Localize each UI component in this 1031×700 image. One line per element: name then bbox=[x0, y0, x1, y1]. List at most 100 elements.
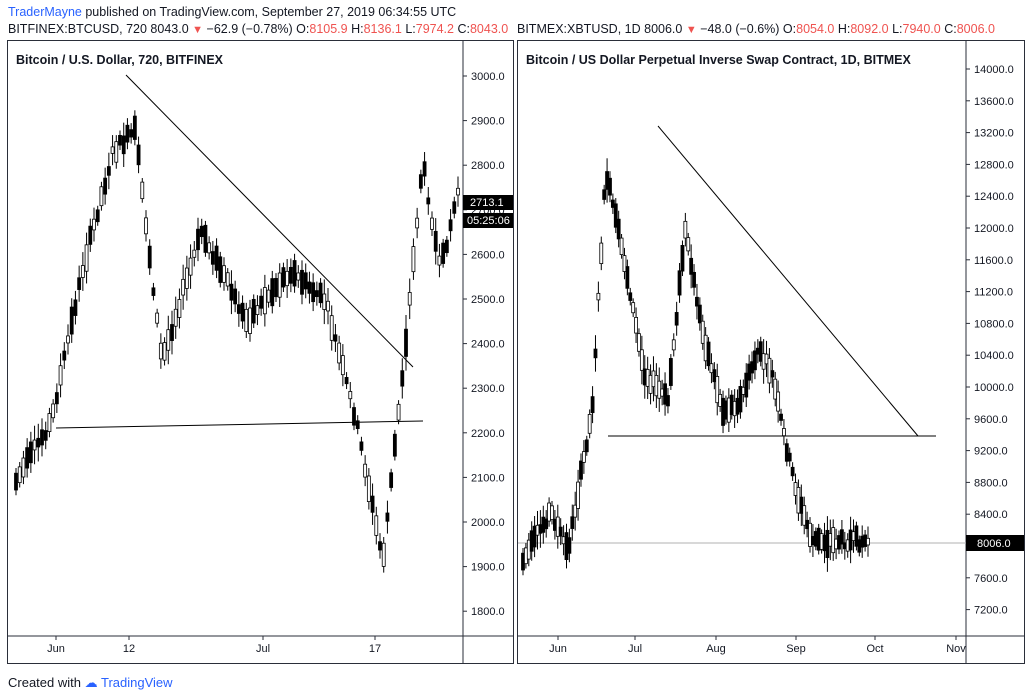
x-tick-label: Jul bbox=[628, 643, 642, 655]
candle-body bbox=[77, 277, 82, 290]
y-tick-label: 2600.0 bbox=[471, 249, 505, 261]
y-tick-label: 1800.0 bbox=[471, 606, 505, 618]
right-y-axis: 14000.0 13600.0 13200.0 12800.0 12400.0 12000… bbox=[966, 64, 1014, 617]
candle-body bbox=[668, 358, 673, 386]
y-tick-label: 2200.0 bbox=[471, 428, 505, 440]
candle-body bbox=[430, 217, 434, 230]
left-change: −62.9 (−0.78%) bbox=[206, 22, 293, 36]
candle-body bbox=[73, 299, 78, 316]
x-tick-label: Jul bbox=[256, 643, 270, 655]
candle-body bbox=[866, 537, 870, 546]
y-tick-label: 8800.0 bbox=[974, 477, 1008, 489]
candle-body bbox=[277, 272, 282, 298]
right-last-price: 8006.0 bbox=[644, 22, 683, 36]
left-chart-panel[interactable]: Bitcoin / U.S. Dollar, 720, BITFINEX 300… bbox=[7, 40, 514, 664]
candle-body bbox=[744, 372, 749, 398]
right-chart-panel[interactable]: Bitcoin / US Dollar Perpetual Inverse Sw… bbox=[517, 40, 1025, 664]
candle-body bbox=[54, 392, 59, 405]
right-descending-trendline[interactable] bbox=[657, 125, 919, 437]
candle-body bbox=[570, 516, 575, 529]
candle-body bbox=[147, 245, 152, 269]
candle-body bbox=[352, 407, 356, 426]
candle-body bbox=[129, 129, 134, 138]
candle-body bbox=[706, 341, 711, 367]
candle-body bbox=[84, 244, 89, 272]
candle-body bbox=[567, 537, 572, 554]
created-with-text: Created with bbox=[8, 675, 81, 690]
candle-body bbox=[631, 302, 636, 314]
candle-body bbox=[151, 287, 156, 296]
candle-body bbox=[307, 281, 312, 294]
candle-body bbox=[616, 218, 621, 240]
candle-body bbox=[385, 512, 390, 522]
candle-body bbox=[125, 124, 130, 143]
left-descending-trendline[interactable] bbox=[125, 74, 414, 368]
y-tick-label: 7200.0 bbox=[974, 605, 1008, 617]
candle-body bbox=[378, 541, 382, 551]
candle-body bbox=[28, 441, 33, 464]
candle-body bbox=[573, 504, 578, 518]
y-tick-label: 11600.0 bbox=[974, 255, 1013, 267]
left-symbol[interactable]: BITFINEX:BTCUSD, 720 bbox=[8, 22, 147, 36]
candle-body bbox=[593, 348, 598, 359]
y-tick-label: 2400.0 bbox=[471, 339, 505, 351]
candle-body bbox=[392, 433, 397, 457]
x-tick-label: Nov bbox=[946, 643, 966, 655]
candle-body bbox=[248, 307, 252, 334]
candle-body bbox=[303, 272, 308, 290]
candle-body bbox=[337, 342, 342, 364]
candle-body bbox=[596, 292, 601, 301]
candle-body bbox=[639, 349, 644, 371]
candle-body bbox=[404, 328, 408, 357]
right-symbol[interactable]: BITMEX:XBTUSD, 1D bbox=[517, 22, 641, 36]
candle-body bbox=[389, 472, 394, 488]
tradingview-logo-icon[interactable]: ☁ bbox=[84, 675, 98, 690]
left-chart-title: Bitcoin / U.S. Dollar, 720, BITFINEX bbox=[16, 53, 223, 67]
candle-body bbox=[210, 251, 215, 265]
candle-body bbox=[203, 224, 208, 253]
candle-body bbox=[619, 237, 624, 255]
tradingview-brand[interactable]: TradingView bbox=[101, 675, 173, 690]
right-candles bbox=[521, 158, 870, 576]
candle-body bbox=[207, 242, 212, 254]
candle-body bbox=[132, 115, 137, 140]
y-tick-label: 2300.0 bbox=[471, 383, 505, 395]
x-tick-label: Oct bbox=[866, 643, 883, 655]
candle-body bbox=[782, 428, 786, 437]
candle-body bbox=[285, 270, 290, 287]
candle-body bbox=[47, 413, 52, 432]
y-tick-label: 9200.0 bbox=[974, 446, 1008, 458]
right-x-axis: Jun Jul Aug Sep Oct Nov bbox=[549, 636, 966, 655]
candle-body bbox=[236, 304, 241, 314]
candle-body bbox=[114, 141, 119, 163]
candle-body bbox=[697, 304, 702, 324]
candle-body bbox=[311, 282, 316, 303]
candle-body bbox=[738, 386, 743, 413]
candle-body bbox=[25, 447, 30, 469]
candle-body bbox=[326, 300, 330, 312]
candle-body bbox=[181, 278, 186, 296]
y-tick-label: 8400.0 bbox=[974, 509, 1008, 521]
left-support-line[interactable] bbox=[55, 420, 424, 429]
y-tick-label: 2000.0 bbox=[471, 517, 505, 529]
candle-body bbox=[214, 245, 219, 271]
candle-body bbox=[433, 230, 438, 252]
left-chart-svg[interactable]: 3000.02900.02800.02700.02600.02500.02400… bbox=[8, 41, 513, 663]
candle-body bbox=[411, 246, 416, 273]
right-chart-title: Bitcoin / US Dollar Perpetual Inverse Sw… bbox=[526, 53, 911, 67]
candle-body bbox=[184, 267, 189, 289]
candle-body bbox=[270, 278, 275, 307]
candle-body bbox=[162, 342, 167, 361]
x-tick-label: Sep bbox=[786, 643, 806, 655]
right-chart-svg[interactable]: 14000.0 13600.0 13200.0 12800.0 12400.0 12000… bbox=[518, 41, 1024, 663]
candle-body bbox=[80, 265, 85, 278]
candle-body bbox=[622, 255, 627, 272]
candle-body bbox=[170, 324, 174, 341]
right-open: 8054.0 bbox=[796, 22, 835, 36]
candle-body bbox=[581, 451, 586, 463]
left-symbol-line: BITFINEX:BTCUSD, 720 8043.0 ▼ −62.9 (−0.… bbox=[8, 22, 509, 36]
candle-body bbox=[802, 505, 807, 526]
candle-body bbox=[103, 177, 108, 195]
author-link[interactable]: TraderMayne bbox=[8, 5, 82, 19]
left-price-label: 2713.1 bbox=[470, 197, 504, 209]
